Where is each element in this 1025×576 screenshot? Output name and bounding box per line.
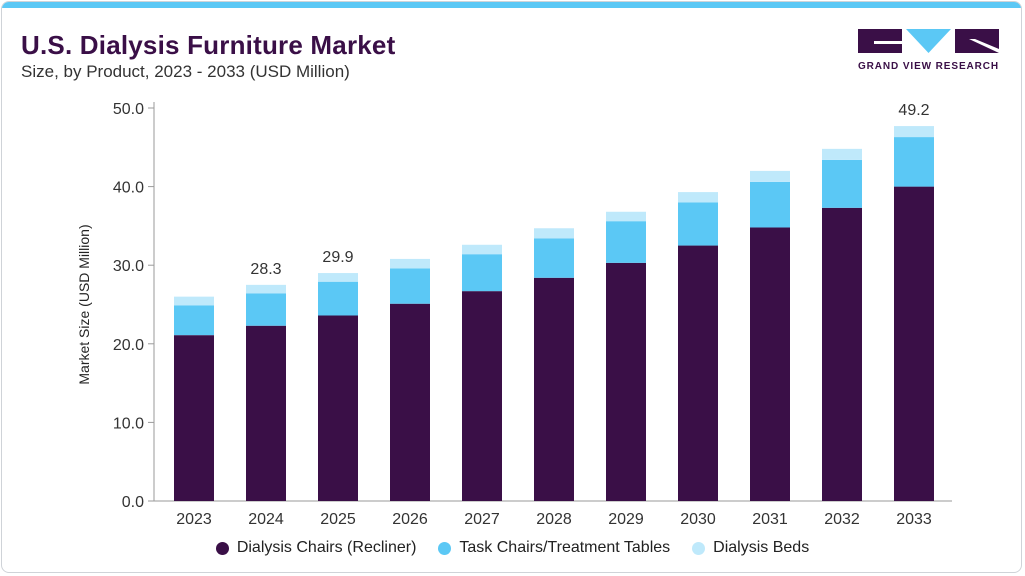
y-tick-label: 20.0 [113,337,144,354]
x-tick-label: 2030 [680,511,716,528]
bar-segment-task-chairs-2029 [606,221,646,263]
x-tick-label: 2032 [824,511,860,528]
legend-label-task-chairs: Task Chairs/Treatment Tables [459,539,671,556]
bar-segment-dialysis-beds-2030 [678,192,718,203]
x-tick-label: 2027 [464,511,500,528]
legend-item-task-chairs: Task Chairs/Treatment Tables [438,539,670,557]
y-axis-title: Market Size (USD Million) [76,224,92,384]
bar-segment-task-chairs-2025 [318,281,358,316]
total-data-label: 49.2 [898,102,929,119]
logo-text: GRAND VIEW RESEARCH [858,61,999,72]
y-tick-label: 10.0 [113,415,144,432]
y-tick-label: 0.0 [122,494,144,511]
bar-segment-dialysis-beds-2027 [462,244,502,255]
grand-view-research-logo: GRAND VIEW RESEARCH [856,29,1001,77]
x-tick-label: 2023 [176,511,212,528]
bar-segment-dialysis-chairs-2028 [534,277,574,501]
bar-segment-dialysis-chairs-2023 [174,335,214,501]
bar-segment-dialysis-chairs-2032 [822,207,862,501]
y-tick-label: 30.0 [113,258,144,275]
total-data-label: 29.9 [322,249,353,266]
total-data-label: 28.3 [250,261,281,278]
x-tick-label: 2029 [608,511,644,528]
bar-segment-task-chairs-2023 [174,305,214,336]
bar-segment-task-chairs-2032 [822,159,862,208]
page-subtitle: Size, by Product, 2023 - 2033 (USD Milli… [21,62,350,81]
bar-segment-dialysis-chairs-2025 [318,315,358,501]
bar-segment-dialysis-chairs-2027 [462,291,502,501]
bar-segment-task-chairs-2030 [678,202,718,246]
bar-segment-dialysis-chairs-2029 [606,262,646,501]
bar-segment-dialysis-beds-2023 [174,296,214,306]
bar-segment-dialysis-beds-2026 [390,258,430,269]
x-tick-label: 2024 [248,511,284,528]
bar-segment-task-chairs-2027 [462,254,502,292]
legend-swatch-dialysis-beds [692,541,706,555]
x-tick-label: 2026 [392,511,428,528]
x-tick-label: 2028 [536,511,572,528]
bar-segment-task-chairs-2028 [534,238,574,278]
logo-mark-icon [858,29,999,53]
chart-legend: Dialysis Chairs (Recliner) Task Chairs/T… [2,539,1021,557]
bar-segment-dialysis-beds-2025 [318,273,358,282]
bar-segment-dialysis-beds-2029 [606,211,646,222]
legend-item-dialysis-beds: Dialysis Beds [692,539,809,557]
bar-segment-dialysis-chairs-2024 [246,325,286,501]
bar-segment-task-chairs-2031 [750,181,790,228]
accent-bar [2,2,1021,8]
bar-segment-task-chairs-2033 [894,137,934,187]
x-tick-label: 2031 [752,511,788,528]
legend-swatch-task-chairs [438,541,452,555]
legend-label-dialysis-chairs: Dialysis Chairs (Recliner) [236,539,417,556]
bar-segment-dialysis-beds-2032 [822,148,862,160]
bar-segment-dialysis-beds-2031 [750,170,790,182]
bar-segment-dialysis-chairs-2030 [678,245,718,501]
y-tick-label: 50.0 [113,101,144,118]
bar-segment-dialysis-chairs-2026 [390,303,430,501]
bar-segment-task-chairs-2024 [246,293,286,326]
legend-swatch-dialysis-chairs [215,541,229,555]
bar-segment-dialysis-beds-2033 [894,126,934,138]
bar-segment-dialysis-beds-2028 [534,228,574,239]
bar-segment-dialysis-chairs-2033 [894,186,934,501]
y-tick-label: 40.0 [113,180,144,197]
bar-segment-dialysis-beds-2024 [246,284,286,294]
page-title: U.S. Dialysis Furniture Market [21,30,396,60]
x-tick-label: 2025 [320,511,356,528]
stacked-bar-chart: 0.0 10.0 20.0 30.0 40.0 50.0 Market Size (USD … [76,101,952,528]
legend-item-dialysis-chairs: Dialysis Chairs (Recliner) [215,539,417,557]
bar-segment-task-chairs-2026 [390,268,430,304]
x-tick-label: 2033 [896,511,932,528]
bar-segment-dialysis-chairs-2031 [750,227,790,502]
legend-label-dialysis-beds: Dialysis Beds [713,539,810,556]
